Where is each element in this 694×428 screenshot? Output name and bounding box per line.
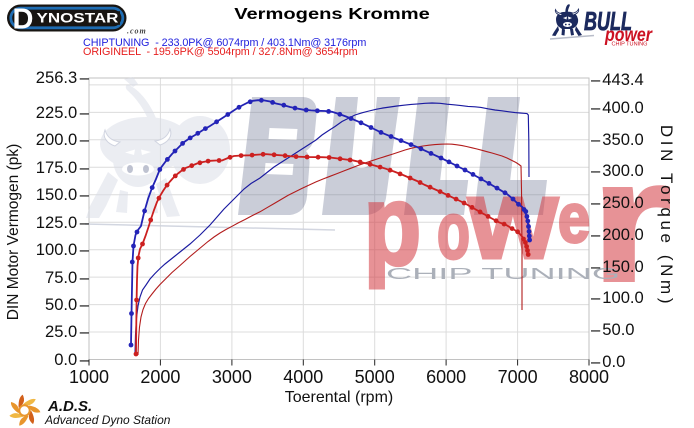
svg-text:r: r xyxy=(590,123,672,319)
svg-text:w: w xyxy=(467,156,559,282)
svg-text:BULL: BULL xyxy=(584,6,632,36)
svg-text:D: D xyxy=(13,4,34,36)
svg-text:CHIP TUNING: CHIP TUNING xyxy=(386,266,620,283)
svg-text:o: o xyxy=(437,186,470,275)
svg-text:CHIP TUNING: CHIP TUNING xyxy=(612,42,648,48)
svg-text:.com: .com xyxy=(127,27,147,36)
svg-text:p: p xyxy=(364,162,421,288)
svg-text:YNOSTAR: YNOSTAR xyxy=(37,11,119,26)
svg-text:e: e xyxy=(558,179,590,257)
svg-text:power: power xyxy=(604,25,653,46)
